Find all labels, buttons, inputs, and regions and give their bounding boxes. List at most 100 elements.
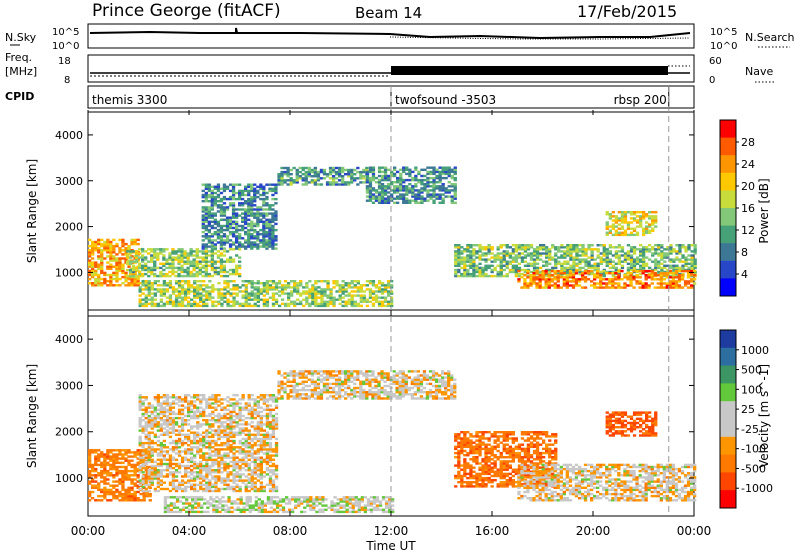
velocity-cell	[97, 449, 101, 452]
power-cell	[231, 187, 236, 190]
velocity-cell	[153, 469, 157, 472]
power-cell	[332, 298, 336, 301]
velocity-cell	[138, 435, 142, 439]
power-cell	[541, 272, 545, 275]
velocity-cell	[168, 466, 173, 470]
power-cell	[374, 294, 379, 297]
velocity-cell	[226, 400, 230, 403]
power-cell	[192, 250, 196, 253]
power-cell	[605, 233, 609, 237]
power-cell	[103, 257, 107, 260]
power-cell	[408, 191, 412, 194]
velocity-cell	[100, 476, 104, 479]
velocity-cell	[229, 416, 233, 420]
power-cell	[262, 298, 266, 301]
velocity-cell	[229, 425, 233, 428]
power-cell	[414, 183, 418, 186]
velocity-cell	[232, 427, 236, 430]
power-cell	[654, 248, 658, 251]
power-cell	[548, 270, 552, 274]
power-cell	[204, 197, 208, 201]
power-cell	[690, 280, 694, 283]
power-cell	[168, 302, 173, 306]
power-cell	[371, 201, 376, 204]
power-cell	[648, 211, 652, 214]
power-cell	[651, 215, 655, 218]
power-cell	[97, 284, 101, 287]
power-cell	[171, 292, 176, 295]
velocity-cell	[88, 494, 92, 498]
velocity-cell	[171, 446, 176, 449]
power-cell	[259, 292, 263, 295]
velocity-cell	[220, 416, 224, 420]
power-cell	[138, 262, 142, 265]
velocity-cell	[109, 472, 113, 475]
power-cell	[118, 259, 122, 262]
power-cell	[444, 187, 448, 190]
velocity-cell	[138, 396, 142, 399]
power-cell	[517, 244, 522, 247]
power-cell	[693, 250, 697, 253]
velocity-cell	[91, 463, 95, 467]
velocity-cell	[232, 473, 236, 476]
power-cell	[635, 219, 640, 222]
power-cell	[502, 260, 506, 263]
power-cell	[332, 296, 336, 299]
power-cell	[238, 193, 242, 197]
power-cell	[180, 300, 185, 303]
power-cell	[259, 208, 263, 211]
velocity-cell	[165, 400, 170, 403]
velocity-cell	[162, 481, 166, 484]
velocity-cell	[177, 481, 182, 484]
power-cell	[466, 272, 470, 276]
power-cell	[362, 175, 366, 178]
power-cell	[186, 266, 190, 270]
power-cell	[581, 248, 585, 251]
freq-tick-low: 8	[64, 75, 70, 86]
velocity-cell	[214, 406, 218, 409]
power-cell	[97, 275, 101, 279]
velocity-cell	[208, 483, 212, 486]
power-cell	[614, 233, 618, 237]
power-cell	[156, 258, 160, 261]
power-cell	[322, 177, 327, 180]
velocity-cell	[138, 479, 142, 482]
power-cell	[502, 258, 506, 261]
power-cell	[229, 292, 233, 295]
power-cell	[571, 278, 576, 281]
power-cell	[201, 230, 205, 234]
power-cell	[408, 183, 412, 186]
velocity-cell	[184, 419, 188, 422]
power-cell	[280, 170, 284, 174]
power-cell	[566, 270, 570, 274]
power-cell	[411, 185, 415, 188]
power-cell	[359, 173, 363, 176]
power-cell	[195, 266, 199, 270]
power-cell	[100, 257, 104, 260]
power-cell	[225, 250, 230, 253]
velocity-cell	[147, 414, 151, 418]
power-cell	[207, 264, 211, 267]
velocity-cell	[112, 467, 116, 471]
power-cell	[532, 252, 537, 255]
power-cell	[109, 275, 113, 279]
power-cell	[283, 284, 288, 287]
velocity-cell	[184, 433, 188, 436]
power-cell	[208, 292, 212, 295]
velocity-cell	[100, 461, 104, 464]
power-cell	[183, 270, 187, 274]
velocity-cell	[223, 433, 227, 436]
power-cell	[653, 286, 657, 289]
power-cell	[271, 245, 275, 248]
power-cell	[577, 284, 582, 287]
velocity-cell	[180, 404, 185, 407]
power-cell	[341, 170, 345, 174]
velocity-cell	[232, 460, 236, 464]
power-cell	[514, 270, 518, 274]
power-cell	[277, 173, 281, 176]
power-cell	[457, 270, 461, 274]
velocity-cell	[138, 483, 142, 486]
power-cell	[593, 286, 597, 289]
velocity-cell	[165, 408, 170, 411]
velocity-cell	[144, 429, 148, 432]
